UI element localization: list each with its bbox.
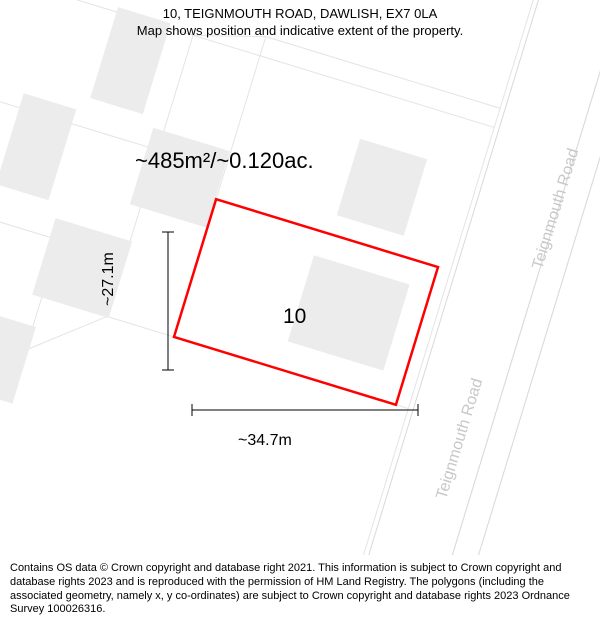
dimension-height-label: ~27.1m: [100, 252, 118, 306]
map-svg: [0, 0, 600, 555]
address-line: 10, TEIGNMOUTH ROAD, DAWLISH, EX7 0LA: [10, 6, 590, 23]
header: 10, TEIGNMOUTH ROAD, DAWLISH, EX7 0LA Ma…: [0, 0, 600, 42]
map-area: ~485m²/~0.120ac. ~27.1m ~34.7m 10 Teignm…: [0, 0, 600, 555]
area-label: ~485m²/~0.120ac.: [135, 148, 314, 174]
copyright-footer: Contains OS data © Crown copyright and d…: [0, 556, 600, 625]
plot-number: 10: [283, 305, 306, 329]
dimension-width-label: ~34.7m: [238, 432, 292, 450]
subtitle-line: Map shows position and indicative extent…: [10, 23, 590, 40]
